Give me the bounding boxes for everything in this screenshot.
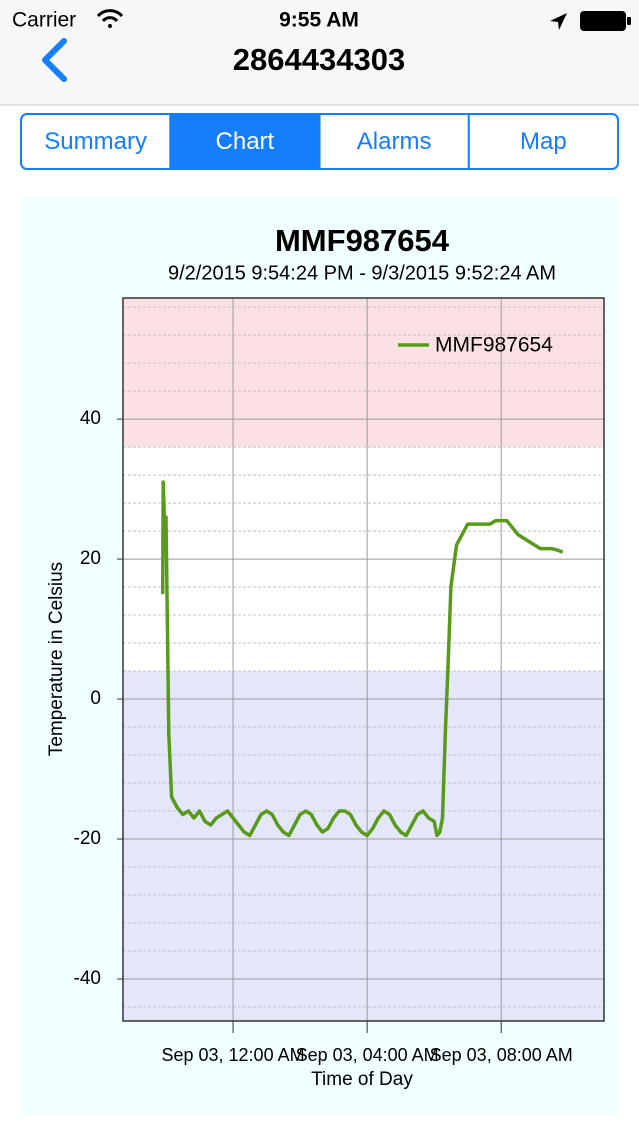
segment-label[interactable]: Map [520, 128, 567, 155]
battery-icon [580, 11, 631, 31]
x-tick-label: Sep 03, 04:00 AM [296, 1045, 439, 1065]
chart: MMF987654 9/2/2015 9:54:24 PM - 9/3/2015 … [46, 223, 605, 1090]
plot-frame [122, 297, 605, 1022]
segment-label[interactable]: Chart [216, 128, 275, 155]
chart-subtitle: 9/2/2015 9:54:24 PM - 9/3/2015 9:52:24 A… [168, 262, 556, 284]
y-tick-label: -20 [74, 828, 101, 849]
x-tick-label: Sep 03, 12:00 AM [161, 1045, 304, 1065]
y-axis-label: Temperature in Celsius [46, 562, 67, 756]
x-axis-label: Time of Day [311, 1069, 413, 1090]
alarm-band [123, 298, 604, 448]
location-icon [550, 13, 567, 30]
nav-title: 2864434303 [233, 42, 405, 77]
segment-label[interactable]: Summary [44, 128, 147, 155]
y-tick-label: 0 [90, 688, 101, 709]
carrier: Carrier [12, 9, 76, 32]
alarm-band [123, 671, 604, 1021]
chart-title: MMF987654 [275, 223, 450, 258]
y-tick-label: 40 [80, 408, 101, 429]
wifi-icon [96, 9, 124, 28]
series-line [160, 480, 564, 838]
segment-label[interactable]: Alarms [357, 128, 432, 155]
segment-selected[interactable] [170, 114, 320, 169]
y-tick-label: 20 [80, 548, 101, 569]
segmented-control: Summary Chart Alarms Map [20, 113, 619, 170]
legend-label: MMF987654 [435, 334, 553, 357]
x-tick-label: Sep 03, 08:00 AM [430, 1045, 573, 1065]
y-tick-label: -40 [74, 968, 101, 989]
clock: 9:55 AM [279, 9, 359, 32]
back-button[interactable] [42, 38, 67, 82]
